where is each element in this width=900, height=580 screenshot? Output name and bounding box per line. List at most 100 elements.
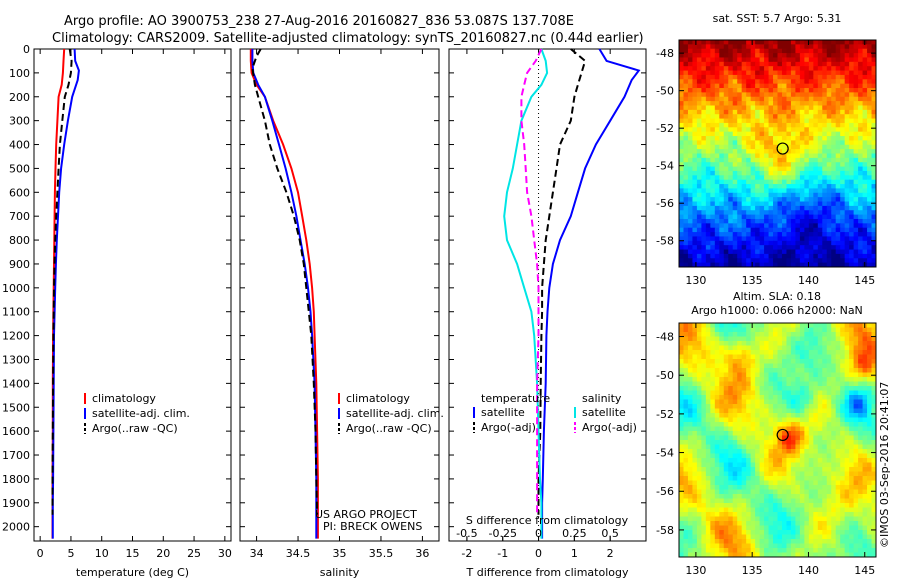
heatmap-cell [781, 359, 788, 365]
heatmap-cell [862, 66, 868, 72]
heatmap-cell [849, 548, 855, 554]
heatmap-cell [723, 96, 729, 102]
heatmap-cell [773, 521, 779, 527]
heatmap-cell [723, 223, 729, 229]
heatmap-cell [840, 498, 846, 504]
heatmap-cell [719, 354, 725, 360]
heatmap-cell [799, 453, 805, 459]
heatmap-cell [844, 372, 850, 378]
heatmap-cell [719, 386, 725, 392]
heatmap-cell [804, 489, 810, 495]
heatmap-cell [799, 83, 805, 89]
heatmap-cell [773, 372, 779, 378]
heatmap-cell [683, 109, 689, 115]
heatmap-cell [750, 109, 756, 115]
heatmap-cell [840, 44, 846, 50]
heatmap-cell [750, 386, 756, 392]
heatmap-cell [858, 40, 864, 45]
heatmap-cell [773, 253, 779, 259]
heatmap-cell [799, 408, 805, 414]
heatmap-cell [773, 516, 779, 522]
heatmap-cell [822, 192, 828, 198]
heatmap-cell [728, 386, 734, 392]
heatmap-cell [777, 218, 783, 224]
heatmap-cell [786, 552, 792, 557]
heatmap-cell [781, 422, 788, 428]
heatmap-cell [705, 122, 711, 128]
heatmap-cell [750, 413, 756, 419]
x-tick-label: 130 [685, 274, 706, 287]
heatmap-cell [831, 354, 837, 360]
heatmap-cell [862, 61, 868, 67]
heatmap-cell [741, 426, 747, 432]
heatmap-cell [799, 61, 805, 67]
heatmap-cell [831, 166, 837, 172]
heatmap-cell [701, 534, 707, 540]
heatmap-cell [692, 458, 698, 464]
heatmap-cell [687, 507, 694, 513]
heatmap-cell [849, 386, 855, 392]
heatmap-cell [755, 471, 761, 477]
heatmap-cell [777, 253, 783, 259]
heatmap-cell [719, 413, 725, 419]
heatmap-cell [831, 197, 837, 203]
heatmap-cell [696, 70, 702, 76]
heatmap-cell [759, 332, 765, 338]
heatmap-cell [732, 417, 738, 423]
heatmap-cell [710, 223, 716, 229]
heatmap-cell [826, 88, 832, 93]
heatmap-cell [755, 530, 761, 536]
heatmap-cell [781, 175, 788, 181]
heatmap-cell [750, 232, 756, 238]
heatmap-cell [804, 61, 810, 67]
heatmap-cell [746, 395, 752, 401]
heatmap-cell [871, 57, 876, 63]
heatmap-cell [853, 184, 859, 190]
heatmap-cell [696, 61, 702, 67]
heatmap-cell [831, 227, 837, 233]
heatmap-cell [692, 210, 698, 216]
heatmap-cell [790, 485, 797, 491]
heatmap-cell [826, 323, 832, 329]
heatmap-cell [840, 109, 846, 115]
heatmap-cell [862, 521, 868, 527]
heatmap-cell [777, 422, 783, 428]
heatmap-cell [746, 83, 752, 89]
x-tick-label: 5 [67, 547, 74, 560]
heatmap-cell [750, 408, 756, 414]
heatmap-cell [871, 96, 876, 102]
y-tick-label: -52 [656, 122, 674, 135]
heatmap-cell [799, 192, 805, 198]
heatmap-cell [737, 227, 743, 233]
heatmap-cell [705, 179, 711, 185]
heatmap-cell [777, 40, 783, 45]
heatmap-cell [728, 201, 734, 207]
heatmap-cell [840, 390, 846, 396]
heatmap-cell [732, 476, 738, 482]
heatmap-cell [741, 345, 747, 351]
heatmap-cell [705, 408, 711, 414]
heatmap-cell [858, 88, 864, 93]
heatmap-cell [804, 431, 810, 437]
heatmap-cell [750, 534, 756, 540]
heatmap-cell [714, 413, 720, 419]
heatmap-cell [844, 96, 850, 102]
heatmap-cell [764, 74, 770, 80]
heatmap-cell [867, 48, 873, 54]
heatmap-cell [853, 131, 859, 137]
heatmap-cell [773, 368, 779, 374]
heatmap-cell [781, 485, 788, 491]
heatmap-cell [808, 354, 814, 360]
heatmap-cell [764, 192, 770, 198]
heatmap-cell [741, 417, 747, 423]
heatmap-cell [737, 386, 743, 392]
heatmap-cell [679, 503, 685, 509]
heatmap-cell [862, 192, 868, 198]
heatmap-cell [728, 74, 734, 80]
heatmap-cell [741, 359, 747, 365]
heatmap-cell [755, 240, 761, 246]
heatmap-cell [822, 548, 828, 554]
heatmap-cell [790, 521, 797, 527]
heatmap-cell [777, 408, 783, 414]
heatmap-cell [768, 372, 774, 378]
